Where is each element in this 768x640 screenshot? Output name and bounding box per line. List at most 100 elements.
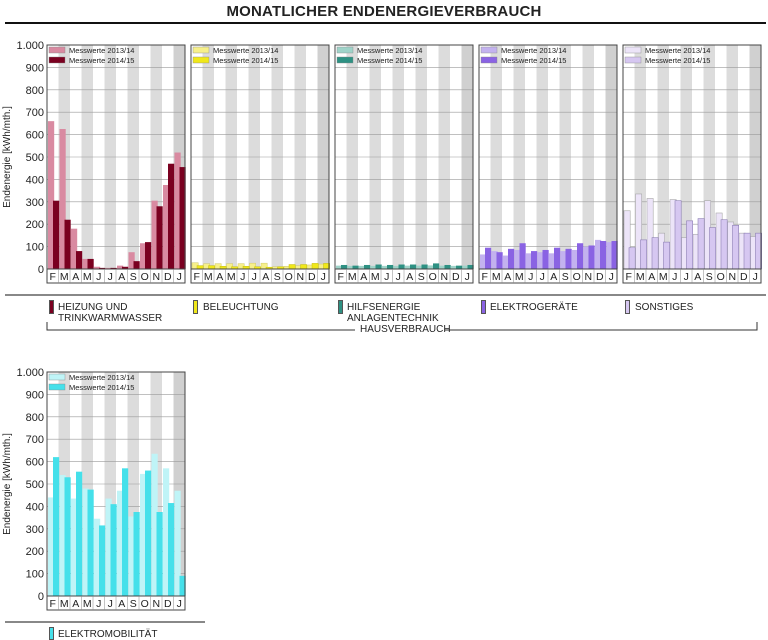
bar: [549, 253, 556, 269]
month-label: O: [429, 271, 437, 283]
bar: [410, 264, 417, 269]
month-label: D: [308, 271, 316, 283]
bar: [651, 237, 659, 270]
bar: [364, 264, 371, 269]
month-label: A: [406, 271, 413, 283]
y-tick-label: 800: [26, 412, 44, 424]
legend-swatch: [336, 56, 354, 64]
legend-swatch: [48, 373, 66, 381]
group-label: HAUSVERBRAUCH: [360, 324, 451, 335]
bar: [145, 470, 152, 596]
y-tick-label: 400: [26, 501, 44, 513]
legend-label: Messwerte 2014/15: [213, 56, 278, 65]
bar: [503, 255, 510, 269]
legend-label: Messwerte 2013/14: [357, 46, 422, 55]
bar: [743, 232, 751, 270]
bar: [94, 518, 101, 596]
bar: [59, 475, 66, 596]
month-label: J: [252, 271, 257, 283]
month-label: F: [50, 598, 56, 610]
legend-swatch: [336, 46, 354, 54]
heating-key: HEIZUNG UND TRINKWARMWASSER: [58, 302, 162, 324]
bar: [140, 473, 147, 596]
title-underline: [5, 22, 766, 24]
bar: [514, 249, 521, 269]
bar: [133, 261, 140, 269]
bar: [387, 264, 394, 269]
bar: [485, 247, 492, 269]
y-tick-label: 700: [26, 434, 44, 446]
lighting-swatch: [193, 300, 198, 314]
month-label: J: [96, 271, 101, 283]
bar: [572, 249, 579, 269]
month-label: J: [753, 271, 758, 283]
bar: [480, 254, 487, 269]
legend-label: Messwerte 2013/14: [501, 46, 566, 55]
month-label: M: [636, 271, 645, 283]
bar: [133, 512, 140, 596]
emobility-swatch: [49, 627, 54, 640]
legend-label: Messwerte 2013/14: [69, 373, 134, 382]
bar: [174, 490, 181, 596]
group-bracket: [46, 322, 758, 331]
bar: [398, 264, 405, 269]
bar: [508, 248, 515, 269]
month-label: A: [118, 598, 125, 610]
month-label: O: [717, 271, 725, 283]
bar: [359, 265, 366, 269]
lighting-key-line1: BELEUCHTUNG: [203, 302, 279, 313]
bar: [105, 498, 112, 596]
y-tick-label: 800: [26, 85, 44, 97]
month-label: N: [152, 598, 160, 610]
bar: [496, 252, 503, 269]
legend-swatch: [48, 46, 66, 54]
month-label: M: [204, 271, 213, 283]
heating-swatch: [49, 300, 54, 314]
month-label: J: [108, 598, 113, 610]
month-label: S: [274, 271, 281, 283]
bar: [82, 488, 89, 596]
month-label: S: [418, 271, 425, 283]
legend-label: Messwerte 2013/14: [69, 46, 134, 55]
bar: [336, 265, 343, 269]
month-label: M: [60, 271, 69, 283]
bar: [560, 251, 567, 269]
bar: [163, 468, 170, 596]
other-swatch: [625, 300, 630, 314]
bar: [48, 121, 55, 269]
y-tick-label: 300: [26, 524, 44, 536]
month-label: S: [562, 271, 569, 283]
auxiliary-key-line2: ANLAGENTECHNIK: [347, 313, 439, 324]
month-label: M: [515, 271, 524, 283]
bar: [341, 264, 348, 269]
y-tick-label: 1.000: [16, 40, 44, 52]
y-tick-label: 600: [26, 457, 44, 469]
bar: [393, 265, 400, 269]
bar: [82, 258, 89, 269]
month-label: A: [360, 271, 367, 283]
bar: [421, 264, 428, 269]
page-title: MONATLICHER ENDENERGIEVERBRAUCH: [226, 3, 542, 20]
bar: [456, 265, 463, 269]
legend-swatch: [48, 56, 66, 64]
other-key-line1: SONSTIGES: [635, 302, 694, 313]
bar: [64, 477, 71, 596]
month-label: D: [164, 598, 172, 610]
bar: [519, 243, 526, 269]
month-label: N: [584, 271, 592, 283]
bar: [428, 265, 435, 269]
month-label: J: [609, 271, 614, 283]
bar: [709, 227, 716, 270]
legend-label: Messwerte 2014/15: [645, 56, 710, 65]
y-tick-label: 200: [26, 546, 44, 558]
month-label: D: [596, 271, 604, 283]
bar: [76, 471, 83, 596]
emobility-key-line1: ELEKTROMOBILITÄT: [58, 629, 158, 640]
legend-label: Messwerte 2014/15: [501, 56, 566, 65]
heating-key-line1: HEIZUNG UND: [58, 302, 128, 313]
legend-swatch: [624, 46, 642, 54]
month-label: J: [108, 271, 113, 283]
legend-swatch: [48, 383, 66, 391]
